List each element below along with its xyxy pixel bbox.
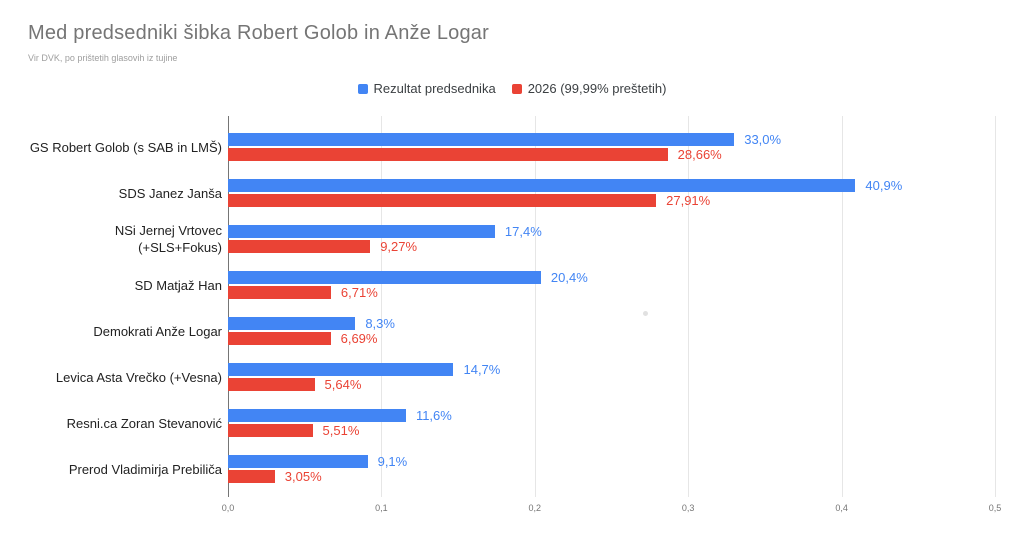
x-axis-tick-label: 0,1 [375,503,388,513]
bar-value-label: 3,05% [284,469,322,484]
stray-dot [643,311,648,316]
bar-value-label: 20,4% [550,270,588,285]
bar-line: 20,4% [228,270,995,285]
bar-line: 17,4% [228,224,995,239]
gridline [841,116,843,497]
chart-subtitle: Vir DVK, po prištetih glasovih iz tujine [28,53,178,63]
red-bar[interactable] [228,424,313,437]
blue-bar[interactable] [228,225,495,238]
x-axis-tick-label: 0,0 [221,503,235,513]
category-label: SDS Janez Janša [118,185,222,201]
bar-value-label: 11,6% [415,408,452,423]
bar-line: 6,71% [228,285,995,300]
legend-item-series2[interactable]: 2026 (99,99% preštetih) [511,81,667,96]
category-label: Resni.ca Zoran Stevanović [66,415,222,431]
x-axis-tick-label: 0,2 [528,503,542,513]
bar-value-label: 40,9% [865,178,903,193]
red-bar[interactable] [228,332,331,345]
blue-bar[interactable] [228,409,406,422]
bar-line: 27,91% [228,193,995,208]
category-label: Levica Asta Vrečko (+Vesna) [55,369,222,385]
bar-line: 14,7% [228,362,995,377]
bar-value-label: 33,0% [744,132,782,147]
x-axis-tick-label: 0,5 [988,503,1002,513]
red-bar[interactable] [228,470,275,483]
gridline [995,116,996,497]
category-label: GS Robert Golob (s SAB in LMŠ) [29,139,222,155]
plot-area: 33,0% 28,66% 40,9% 27,91% 17,4% 9,27% 20,4% 6,7… [222,116,1001,513]
bar-value-label: 5,64% [324,377,362,392]
bar-line: 5,64% [228,377,995,392]
bar-row: 40,9% 27,91% [228,170,995,216]
bar-row: 17,4% 9,27% [228,216,995,262]
blue-bar[interactable] [228,133,735,146]
category-label: NSi Jernej Vrtovec (+SLS+Fokus) [114,223,222,255]
bar-row: 11,6% 5,51% [228,400,995,446]
legend-marker-icon [357,83,368,94]
x-axis-tick-label: 0,3 [681,503,695,513]
bar-line: 33,0% [228,132,995,147]
bar-line: 8,3% [228,316,995,331]
bar-value-label: 6,69% [340,331,378,346]
gridline [688,116,690,497]
bar-rows: 33,0% 28,66% 40,9% 27,91% 17,4% 9,27% 20,4% 6,7… [228,116,995,497]
blue-bar[interactable] [228,455,368,468]
blue-bar[interactable] [228,179,856,192]
gridline [534,116,536,497]
red-bar[interactable] [228,148,668,161]
bar-value-label: 28,66% [677,147,722,162]
y-axis-line [228,116,229,497]
category-label: Demokrati Anže Logar [93,323,222,339]
bar-line: 11,6% [228,408,995,423]
bar-value-label: 17,4% [504,224,542,239]
bar-row: 14,7% 5,64% [228,354,995,400]
red-bar[interactable] [228,194,657,207]
red-bar[interactable] [228,240,371,253]
bar-chart: GS Robert Golob (s SAB in LMŠ) SDS Janez … [28,116,1001,513]
red-bar[interactable] [228,378,315,391]
bar-value-label: 5,51% [322,423,360,438]
bar-row: 20,4% 6,71% [228,262,995,308]
bar-row: 8,3% 6,69% [228,308,995,354]
gridline [381,116,383,497]
x-axis-tick-label: 0,4 [835,503,848,513]
blue-bar[interactable] [228,317,356,330]
bar-value-label: 27,91% [666,193,711,208]
bar-value-label: 8,3% [365,316,395,331]
legend: Rezultat predsednika 2026 (99,99% preštet… [0,81,1024,96]
red-bar[interactable] [228,286,331,299]
bar-line: 28,66% [228,147,995,162]
legend-item-series1[interactable]: Rezultat predsednika [357,81,496,96]
legend-label: Rezultat predsednika [373,81,496,96]
category-labels: GS Robert Golob (s SAB in LMŠ) SDS Janez … [28,116,222,497]
blue-bar[interactable] [228,363,454,376]
bar-value-label: 6,71% [340,285,378,300]
bar-line: 40,9% [228,178,995,193]
bar-row: 9,1% 3,05% [228,446,995,492]
bar-value-label: 9,27% [380,239,418,254]
category-label: SD Matjaž Han [134,277,222,293]
bar-value-label: 9,1% [377,454,408,469]
bar-value-label: 14,7% [463,362,501,377]
blue-bar[interactable] [228,271,541,284]
bar-line: 6,69% [228,331,995,346]
category-label: Prerod Vladimirja Prebiliča [68,461,222,477]
bar-line: 9,1% [228,454,995,469]
bar-line: 9,27% [228,239,995,254]
bar-row: 33,0% 28,66% [228,124,995,170]
bar-line: 3,05% [228,469,995,484]
legend-marker-icon [511,83,522,94]
chart-title: Med predsedniki šibka Robert Golob in An… [28,22,489,44]
legend-label: 2026 (99,99% preštetih) [527,81,667,96]
bar-line: 5,51% [228,423,995,438]
